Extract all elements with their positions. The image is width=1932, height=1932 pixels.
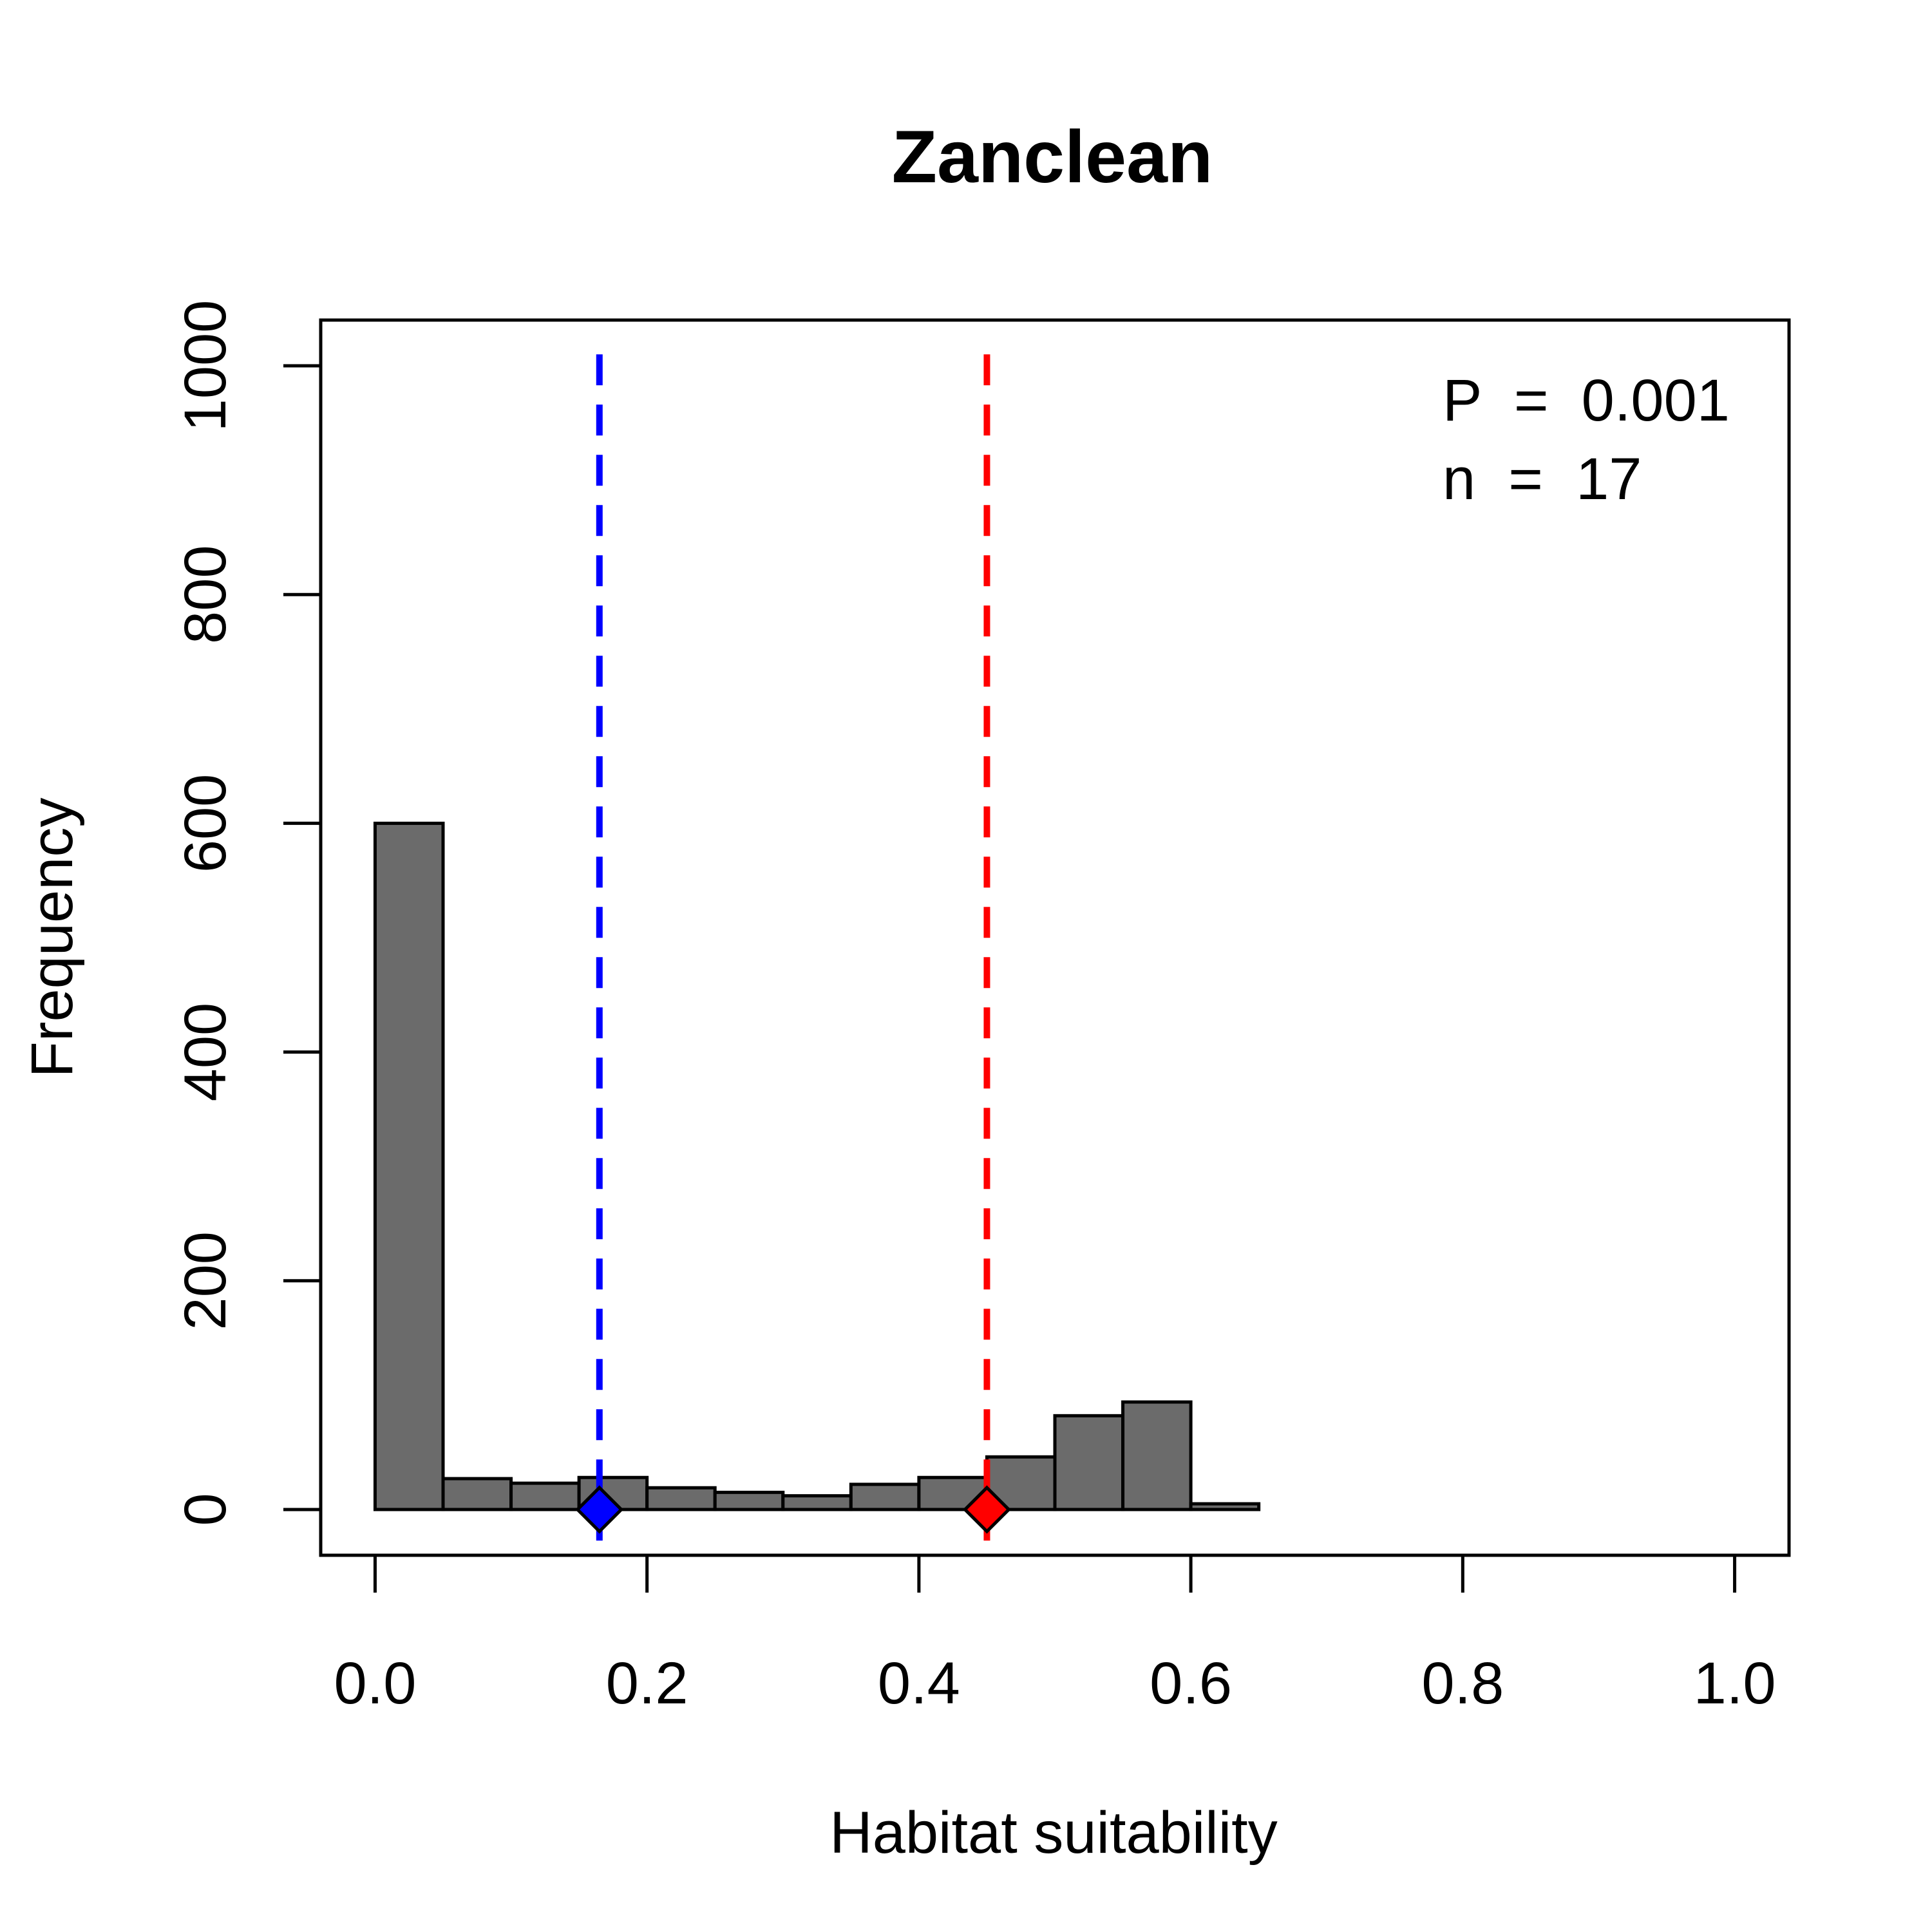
reference-lines [575, 354, 1011, 1555]
histogram-bar-10 [1053, 1414, 1125, 1511]
x-tick-label-4: 0.8 [1421, 1651, 1504, 1716]
histogram-bar-8 [917, 1475, 989, 1511]
histogram-bar-9 [985, 1455, 1057, 1511]
y-tick-label-5: 1000 [173, 300, 238, 432]
reference-marker-diamond-0 [575, 1485, 624, 1534]
x-tick-label-5: 1.0 [1694, 1651, 1776, 1716]
histogram-bar-11 [1121, 1400, 1193, 1511]
x-tick-label-1: 0.2 [606, 1651, 688, 1716]
y-tick-label-4: 800 [173, 545, 238, 644]
n-count-annotation: n = 17 [1443, 446, 1642, 512]
y-tick-label-3: 600 [173, 774, 238, 873]
p-value-annotation: P = 0.001 [1443, 368, 1730, 433]
histogram-bar-0 [373, 821, 445, 1511]
y-tick-label-2: 400 [173, 1003, 238, 1102]
histogram-bars [373, 821, 1261, 1511]
histogram-bar-5 [713, 1490, 785, 1511]
x-axis-label: Habitat suitability [829, 1800, 1277, 1866]
x-tick-label-0: 0.0 [334, 1651, 416, 1716]
y-axis-label: Frequency [19, 798, 85, 1078]
histogram-bar-4 [645, 1486, 717, 1511]
x-axis: 0.0 0.2 0.4 0.6 0.8 1.0 [334, 1555, 1776, 1716]
histogram-bar-12 [1189, 1502, 1261, 1511]
x-tick-label-3: 0.6 [1150, 1651, 1232, 1716]
reference-marker-diamond-1 [962, 1485, 1011, 1534]
y-axis: 0 200 400 600 800 1000 [173, 300, 321, 1526]
histogram-bar-7 [849, 1482, 921, 1511]
histogram-bar-1 [441, 1477, 513, 1511]
x-tick-label-2: 0.4 [878, 1651, 960, 1716]
y-tick-label-1: 200 [173, 1231, 238, 1331]
plot-frame [319, 318, 1791, 1557]
y-tick-label-0: 0 [173, 1493, 238, 1526]
chart-title: Zanclean [892, 116, 1213, 198]
histogram-bar-2 [509, 1481, 581, 1511]
histogram-bar-6 [781, 1494, 853, 1511]
